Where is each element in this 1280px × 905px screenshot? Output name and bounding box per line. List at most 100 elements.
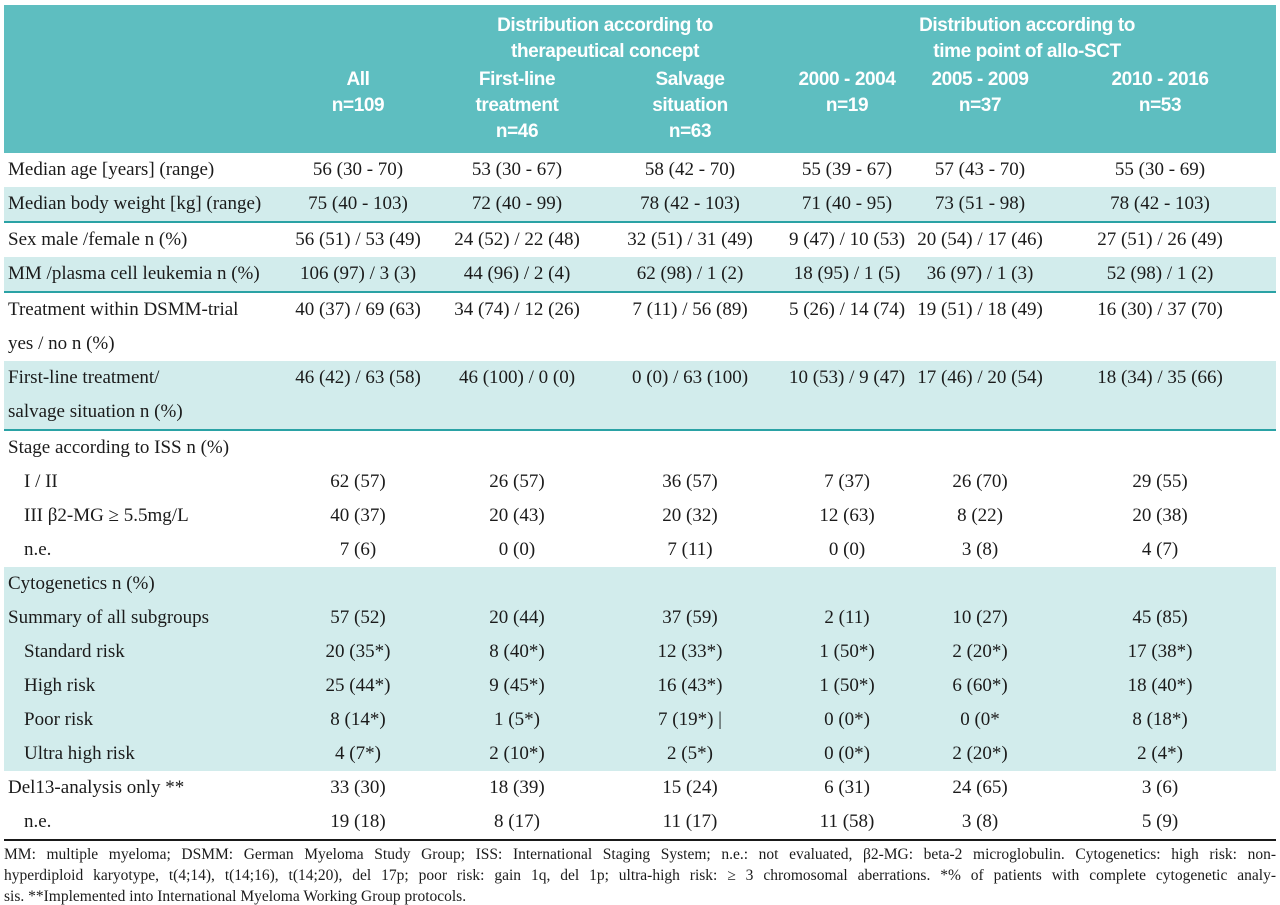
table-cell: 15 (24) — [662, 777, 718, 798]
table-cell: 62 (57) — [330, 471, 386, 492]
table-cell: 55 (30 - 69) — [1114, 159, 1206, 180]
table-cell: 8 (40*) — [432, 635, 602, 669]
table-cell: 2 (11) — [778, 601, 917, 635]
footnote-line: sis. **Implemented into International My… — [4, 888, 467, 905]
row-label-line2: yes / no n (%) — [8, 333, 115, 354]
column-header-2010-2016: 2010 - 2016 n=53 — [1044, 67, 1277, 153]
table-cell: 106 (97) / 3 (3) — [284, 257, 432, 293]
row-label: Poor risk — [24, 709, 94, 730]
table-cell: 7 (37) — [824, 471, 870, 492]
table-cell: 20 (35*) — [284, 635, 432, 669]
label-column-spacer — [4, 5, 284, 67]
table-cell: 19 (51) / 18 (49) — [917, 299, 1043, 320]
table-cell: 53 (30 - 67) — [471, 159, 563, 180]
table-cell: 20 (43) — [489, 505, 545, 526]
table-cell: 8 (18*) — [1044, 703, 1277, 737]
table-cell: 78 (42 - 103) — [602, 187, 779, 223]
table-cell: 56 (51) / 53 (49) — [295, 229, 421, 250]
table-cell: 2 (5*) — [602, 737, 779, 771]
table-cell: 34 (74) / 12 (26) — [454, 299, 580, 320]
table-cell: 1 (50*) — [778, 669, 917, 703]
row-label-cell: Sex male /female n (%) — [4, 222, 284, 257]
table-cell: 20 (32) — [662, 505, 718, 526]
table-cell: 46 (100) / 0 (0) — [432, 361, 602, 431]
row-label-cell: MM /plasma cell leukemia n (%) — [4, 257, 284, 293]
table-row: Ultra high risk 4 (7*) 2 (10*) 2 (5*) 0 … — [4, 737, 1277, 771]
table-row: Cytogenetics n (%) — [4, 567, 1277, 601]
table-cell: 7 (6) — [339, 539, 377, 560]
table-cell: 75 (40 - 103) — [284, 187, 432, 223]
table-cell: 17 (38*) — [1044, 635, 1277, 669]
table-cell: 18 (34) / 35 (66) — [1044, 361, 1277, 431]
table-row: Summary of all subgroups 57 (52) 20 (44)… — [4, 601, 1277, 635]
row-label: Stage according to ISS n (%) — [8, 437, 230, 458]
table-cell: 0 (0*) — [778, 737, 917, 771]
table-cell: 40 (37) — [330, 505, 386, 526]
table-cell — [1044, 567, 1277, 601]
column-header-all: All n=109 — [284, 67, 432, 153]
footnote-line: hyperdiploid karyotype, t(4;14), t(14;16… — [4, 867, 1276, 884]
table-cell: 57 (43 - 70) — [934, 159, 1026, 180]
table-row: Treatment within DSMM-trial yes / no n (… — [4, 292, 1276, 361]
table-cell: 32 (51) / 31 (49) — [627, 229, 753, 250]
row-label-cell: Median age [years] (range) — [4, 153, 284, 187]
row-label-cell: Ultra high risk — [4, 737, 284, 771]
table-cell: 7 (11) / 56 (89) — [632, 299, 748, 320]
table-cell — [284, 430, 432, 465]
table-cell — [284, 567, 432, 601]
table-row: Poor risk 8 (14*) 1 (5*) 7 (19*) | 0 (0*… — [4, 703, 1277, 737]
table-cell — [602, 567, 779, 601]
row-label: n.e. — [24, 539, 52, 560]
column-header-row: All n=109 First-line treatment n=46 Salv… — [4, 67, 1277, 153]
footnote: MM: multiple myeloma; DSMM: German Myelo… — [4, 841, 1276, 905]
row-label-line2: salvage situation n (%) — [8, 401, 183, 422]
group-header-therapeutical-concept: Distribution according to therapeutical … — [432, 5, 779, 67]
table-cell: 10 (27) — [916, 601, 1045, 635]
table-cell: 7 (11) — [667, 539, 713, 560]
row-label-cell: Median body weight [kg] (range) — [4, 187, 284, 223]
table-cell: 8 (14*) — [284, 703, 432, 737]
row-label-cell: III β2-MG ≥ 5.5mg/L — [4, 499, 284, 533]
table-cell: 18 (95) / 1 (5) — [778, 257, 917, 293]
table-cell — [778, 567, 917, 601]
table-cell: 26 (57) — [489, 471, 545, 492]
table-cell: 2 (4*) — [1044, 737, 1277, 771]
table-cell: 71 (40 - 95) — [778, 187, 917, 223]
row-label: I / II — [24, 471, 58, 492]
table-cell: 29 (55) — [1132, 471, 1188, 492]
table-cell: 1 (5*) — [432, 703, 602, 737]
table-cell: 5 (9) — [1141, 811, 1179, 832]
table-cell: 25 (44*) — [284, 669, 432, 703]
table-cell: 58 (42 - 70) — [644, 159, 736, 180]
table-row: I / II 62 (57) 26 (57) 36 (57) 7 (37) 26… — [4, 465, 1276, 499]
table-cell: 8 (17) — [494, 811, 540, 832]
table-cell: 40 (37) / 69 (63) — [295, 299, 421, 320]
table-cell — [916, 567, 1045, 601]
table-cell: 2 (20*) — [916, 737, 1045, 771]
row-label: Summary of all subgroups — [8, 607, 210, 628]
row-label: III β2-MG ≥ 5.5mg/L — [24, 505, 189, 526]
column-header-salvage: Salvage situation n=63 — [602, 67, 779, 153]
column-header-first-line: First-line treatment n=46 — [432, 67, 602, 153]
table-cell — [916, 430, 1044, 465]
table-cell — [432, 567, 602, 601]
table-cell: 0 (0*) — [778, 703, 917, 737]
table-cell: 24 (52) / 22 (48) — [454, 229, 580, 250]
table-cell: 45 (85) — [1044, 601, 1277, 635]
row-label-cell: Poor risk — [4, 703, 284, 737]
table-cell: 2 (10*) — [432, 737, 602, 771]
table-cell: 55 (39 - 67) — [801, 159, 893, 180]
table-cell: 20 (44) — [432, 601, 602, 635]
table-row: Del13-analysis only ** 33 (30) 18 (39) 1… — [4, 771, 1276, 805]
row-label-cell: Treatment within DSMM-trial yes / no n (… — [4, 292, 284, 361]
group-header-timepoint-allo-sct: Distribution according to time point of … — [778, 5, 1277, 67]
table-cell: 20 (54) / 17 (46) — [917, 229, 1043, 250]
group-header-row: Distribution according to therapeutical … — [4, 5, 1277, 67]
table-cell: 6 (60*) — [916, 669, 1045, 703]
table-cell: 10 (53) / 9 (47) — [778, 361, 917, 431]
table-cell: 3 (8) — [961, 811, 999, 832]
row-label-cell: n.e. — [4, 805, 284, 839]
row-label: MM /plasma cell leukemia n (%) — [8, 263, 260, 284]
table-cell — [1044, 430, 1276, 465]
